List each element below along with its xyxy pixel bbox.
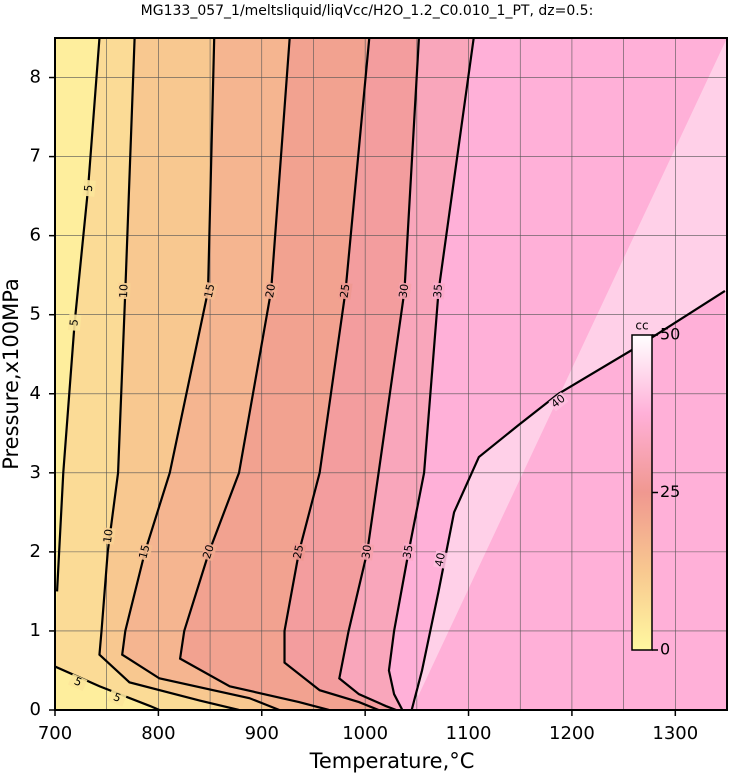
contour-label-text: 5 (67, 318, 81, 326)
contour-label: 15 (202, 281, 218, 301)
contour-line (387, 38, 475, 710)
contour-label-text: 35 (431, 283, 445, 298)
colorbar-tick-label: 25 (660, 482, 680, 501)
contour-label-bg (82, 179, 96, 197)
contour-label-text: 25 (338, 283, 353, 299)
contour-label: 10 (117, 282, 131, 300)
contour-label-text: 30 (397, 283, 412, 299)
contour-label-text: 10 (101, 528, 116, 544)
contour-label: 5 (107, 689, 127, 707)
contour-label: 30 (397, 282, 412, 300)
contour-label-bg (101, 527, 116, 545)
contour-label-bg (137, 542, 153, 562)
y-tick-label: 1 (30, 620, 41, 641)
x-tick-label: 1100 (446, 723, 492, 744)
colorbar-tick-label: 50 (660, 325, 680, 344)
contour-label-text: 35 (400, 544, 415, 560)
x-axis-label: Temperature,°C (309, 749, 475, 773)
contour-label-bg (107, 689, 127, 707)
x-tick-label: 1000 (342, 723, 388, 744)
contour-label: 25 (338, 282, 353, 300)
contour-label-text: 5 (72, 675, 84, 690)
contour-label-bg (202, 281, 218, 301)
chart-title: MG133_057_1/meltsliquid/liqVcc/H2O_1.2_C… (141, 3, 594, 19)
x-tick-label: 1300 (652, 723, 698, 744)
y-tick-label: 5 (30, 304, 41, 325)
contour-label-bg (360, 543, 375, 561)
contour-label-text: 10 (117, 284, 131, 299)
contour-label: 15 (136, 542, 153, 562)
contour-label-bg (67, 673, 88, 692)
contour-label: 35 (400, 542, 416, 561)
contour-line (98, 38, 240, 710)
contour-label-bg (431, 282, 446, 300)
contour-label-text: 20 (263, 283, 278, 299)
contour-label-text: 20 (200, 543, 217, 560)
contour-label-bg (397, 282, 412, 300)
x-tick-label: 1200 (549, 723, 595, 744)
contour-label: 40 (432, 550, 449, 569)
contour-label: 5 (82, 179, 96, 197)
y-tick-label: 8 (30, 67, 41, 88)
contour-label-text: 25 (291, 544, 306, 560)
contour-label: 35 (431, 282, 446, 300)
y-tick-label: 3 (30, 462, 41, 483)
contour-label-text: 15 (136, 543, 152, 560)
contour-line (121, 38, 280, 710)
contour-label-bg (548, 392, 569, 412)
contour-label-bg (291, 542, 307, 561)
colorbar-label: cc (635, 319, 648, 333)
contour-label: 20 (263, 282, 279, 300)
contour-line (283, 38, 380, 710)
contour-label: 5 (67, 673, 88, 692)
contour-label-text: 5 (82, 184, 96, 192)
x-tick-label: 700 (38, 723, 72, 744)
contour-label-bg (338, 282, 353, 300)
contour-label: 30 (359, 543, 375, 561)
y-axis-label: Pressure,x100MPa (0, 278, 23, 470)
contour-label: 25 (291, 542, 307, 561)
colorbar-tick-label: 0 (660, 640, 670, 659)
contour-line (178, 38, 330, 710)
contour-band (411, 38, 727, 710)
contour-label: 5 (67, 314, 82, 332)
contour-label-text: 15 (202, 283, 218, 299)
x-tick-label: 800 (141, 723, 175, 744)
y-tick-label: 6 (30, 225, 41, 246)
y-tick-label: 2 (30, 541, 41, 562)
contour-label-text: 5 (112, 690, 123, 705)
contour-label: 10 (101, 527, 116, 545)
colorbar (631, 334, 653, 651)
contour-label-bg (263, 282, 279, 300)
contour-label-bg (401, 542, 416, 561)
contour-label-bg (117, 282, 131, 300)
plot-frame (54, 37, 728, 711)
y-tick-label: 0 (30, 699, 41, 720)
contour-label-text: 40 (432, 552, 447, 568)
y-tick-label: 7 (30, 146, 41, 167)
contour-label-bg (200, 542, 218, 562)
contour-label-bg (67, 314, 82, 332)
x-tick-label: 900 (245, 723, 279, 744)
contour-label: 20 (200, 542, 218, 562)
contour-line (410, 290, 726, 710)
y-tick-label: 4 (30, 383, 41, 404)
contour-line (338, 38, 421, 710)
contour-label-bg (433, 550, 449, 569)
contour-label-text: 30 (359, 544, 374, 560)
